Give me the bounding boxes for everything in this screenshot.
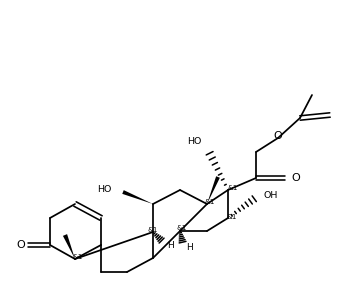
Polygon shape	[122, 190, 153, 204]
Text: &1: &1	[148, 227, 158, 233]
Text: O: O	[291, 173, 300, 183]
Text: O: O	[274, 131, 282, 141]
Text: HO: HO	[187, 137, 201, 146]
Text: &1: &1	[228, 185, 238, 191]
Text: H: H	[167, 242, 174, 251]
Polygon shape	[207, 176, 220, 204]
Text: &1: &1	[177, 225, 187, 231]
Text: &1: &1	[205, 199, 215, 205]
Text: &1: &1	[73, 254, 83, 260]
Text: &1: &1	[227, 214, 237, 220]
Text: H: H	[186, 242, 193, 251]
Text: HO: HO	[97, 184, 112, 193]
Polygon shape	[63, 234, 75, 259]
Text: O: O	[17, 240, 25, 250]
Text: OH: OH	[263, 191, 277, 200]
